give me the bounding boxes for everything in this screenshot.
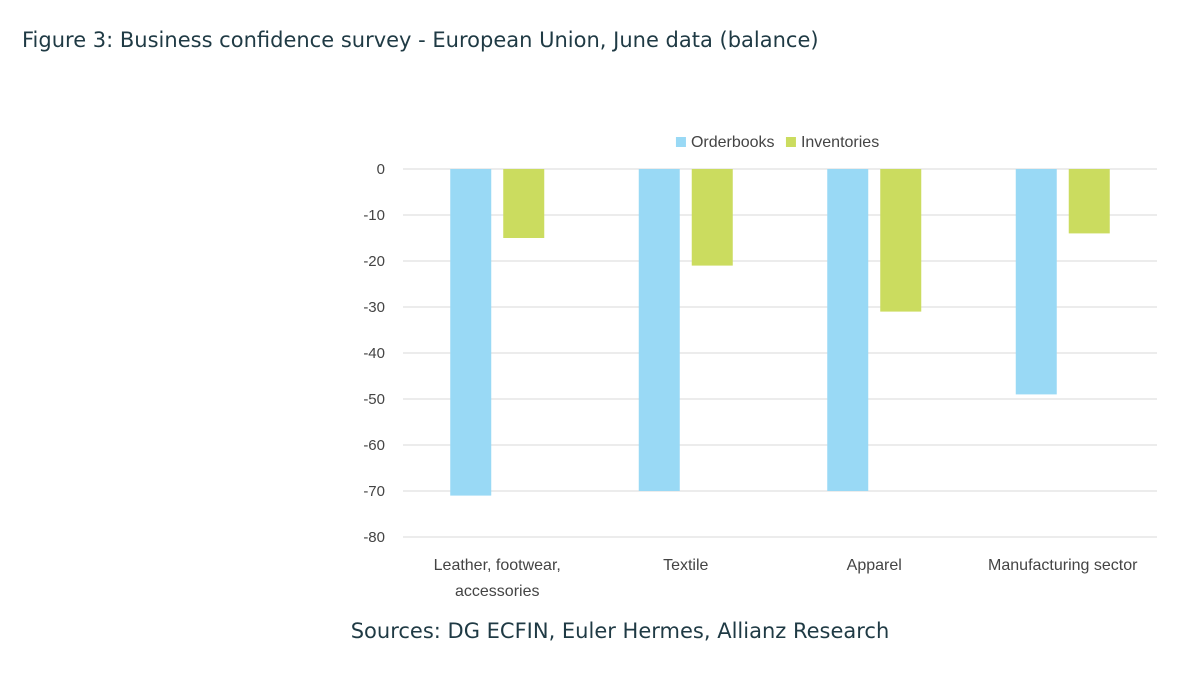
bar-inventories-1	[691, 169, 733, 266]
y-tick-label: -20	[363, 253, 385, 270]
bar-orderbooks-3	[1015, 169, 1057, 395]
bar-orderbooks-2	[827, 169, 869, 491]
legend-swatch-orderbooks	[675, 137, 686, 147]
y-tick-label: -50	[363, 391, 385, 408]
x-axis: Leather, footwear, accessories Textile Appa…	[434, 557, 1138, 600]
source-note: Sources: DG ECFIN, Euler Hermes, Allianz…	[350, 619, 890, 643]
legend: Orderbooks Inventories	[675, 134, 879, 151]
bar-orderbooks-0	[450, 169, 492, 496]
x-category-label: Textile	[663, 557, 708, 574]
y-tick-label: -30	[363, 299, 385, 316]
x-category-label: Apparel	[847, 557, 902, 574]
y-tick-label: -40	[363, 345, 385, 362]
x-category-label: Leather, footwear,	[434, 557, 561, 574]
bar-inventories-2	[880, 169, 922, 312]
figure-title: Figure 3: Business confidence survey - E…	[22, 28, 819, 52]
bar-orderbooks-1	[638, 169, 680, 491]
y-tick-label: 0	[377, 161, 385, 178]
y-tick-label: -70	[363, 483, 385, 500]
x-category-label: accessories	[455, 583, 539, 600]
legend-swatch-inventories	[785, 137, 796, 147]
bars	[450, 169, 1110, 496]
x-category-label: Manufacturing sector	[988, 557, 1138, 574]
bar-inventories-3	[1068, 169, 1110, 234]
legend-label-orderbooks: Orderbooks	[691, 134, 775, 151]
y-tick-label: -10	[363, 207, 385, 224]
legend-label-inventories: Inventories	[801, 134, 879, 151]
y-axis: 0 -10 -20 -30 -40 -50 -60 -70 -80	[363, 161, 385, 546]
chart-svg: Orderbooks Inventories 0 -10 -20 -30 -40 -50 -6…	[363, 134, 1157, 600]
y-tick-label: -60	[363, 437, 385, 454]
y-tick-label: -80	[363, 529, 385, 546]
bar-chart: Orderbooks Inventories 0 -10 -20 -30 -40 -50 -6…	[340, 120, 1170, 610]
bar-inventories-0	[503, 169, 545, 238]
